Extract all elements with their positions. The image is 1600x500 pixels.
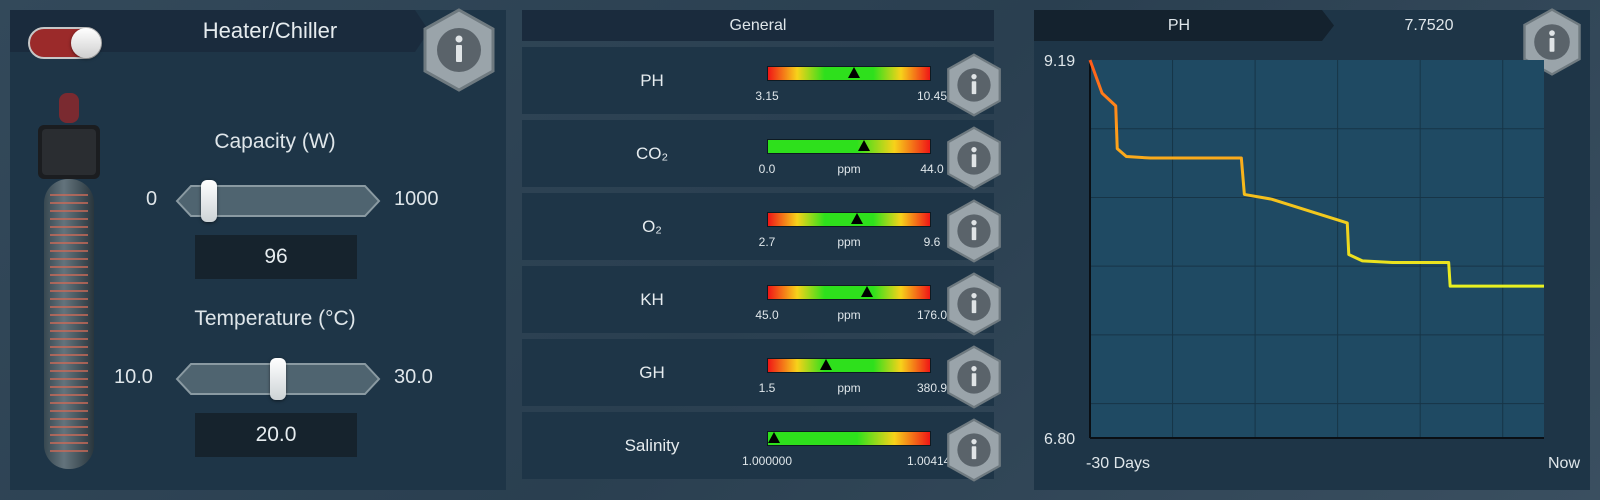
param-gauge-bar <box>767 358 931 373</box>
param-min: 2.7 <box>758 235 776 249</box>
param-gauge-bar <box>767 139 931 154</box>
toggle-knob[interactable] <box>71 28 101 58</box>
capacity-slider-thumb[interactable] <box>201 180 218 222</box>
heater-tube-image <box>38 93 100 469</box>
heater-chiller-panel: Heater/Chiller <box>10 8 506 490</box>
info-icon[interactable] <box>946 53 1002 117</box>
param-name: Salinity <box>624 436 680 455</box>
param-unit: ppm <box>837 381 861 395</box>
param-min: 1.5 <box>758 381 776 395</box>
heater-power-toggle[interactable] <box>28 27 102 59</box>
info-icon[interactable] <box>946 272 1002 336</box>
param-gauge-marker <box>861 286 874 297</box>
param-gauge-marker <box>857 140 870 151</box>
ph-chart-panel: PH 7.7520 9.19 6.80 -30 Days Now <box>1034 8 1590 490</box>
param-gauge-marker <box>851 213 864 224</box>
temperature-value-field[interactable]: 20.0 <box>195 413 357 457</box>
param-row: Salinity 1.000000 1.004148 <box>522 412 1001 482</box>
param-name: PH <box>640 71 664 90</box>
param-gauge-bar <box>767 212 931 227</box>
temperature-label: Temperature (°C) <box>194 307 356 330</box>
y-tick-label: 6.80 <box>1044 431 1075 448</box>
param-gauge-bar <box>767 285 931 300</box>
info-icon[interactable] <box>946 199 1002 263</box>
param-name: KH <box>640 290 664 309</box>
param-max: 10.45 <box>916 89 948 103</box>
param-max: 176.0 <box>916 308 948 322</box>
ph-tab[interactable] <box>1034 10 1334 41</box>
param-unit: ppm <box>837 308 861 322</box>
general-header: General <box>522 10 994 41</box>
param-row: O₂ 2.7 ppm 9.6 <box>522 193 1001 263</box>
ph-current-value: 7.7520 <box>1404 17 1454 34</box>
param-unit: ppm <box>837 162 861 176</box>
info-icon[interactable] <box>946 345 1002 409</box>
param-row: KH 45.0 ppm 176.0 <box>522 266 1001 336</box>
capacity-max: 1000 <box>394 188 439 210</box>
param-min: 45.0 <box>755 308 779 322</box>
temperature-min: 10.0 <box>114 366 153 388</box>
param-name: CO₂ <box>635 144 669 163</box>
param-gauge-marker <box>767 432 780 443</box>
param-gauge-marker <box>847 67 860 78</box>
ph-series-line <box>1088 59 1544 288</box>
param-row: GH 1.5 ppm 380.9 <box>522 339 1001 409</box>
heater-title: Heater/Chiller <box>202 18 338 43</box>
capacity-min: 0 <box>146 188 158 210</box>
param-row: PH 3.15 10.45 <box>522 47 1001 117</box>
x-tick-label: -30 Days <box>1086 455 1150 472</box>
param-max: 1.004148 <box>906 454 958 468</box>
ph-tab-label: PH <box>1167 17 1191 34</box>
param-unit: ppm <box>837 235 861 249</box>
param-gauge-marker <box>820 359 833 370</box>
param-min: 3.15 <box>755 89 779 103</box>
info-icon[interactable] <box>946 418 1002 482</box>
ph-line-chart: 9.19 6.80 -30 Days Now <box>1044 53 1580 472</box>
x-tick-label: Now <box>1548 455 1580 472</box>
capacity-label: Capacity (W) <box>214 130 336 153</box>
param-gauge-bar <box>767 431 931 446</box>
capacity-slider-track[interactable] <box>175 184 381 218</box>
y-tick-label: 9.19 <box>1044 53 1075 70</box>
info-icon[interactable] <box>946 126 1002 190</box>
param-min: 0.0 <box>758 162 776 176</box>
temperature-slider-thumb[interactable] <box>270 358 286 400</box>
param-max: 9.6 <box>923 235 941 249</box>
param-name: GH <box>639 363 665 382</box>
info-icon[interactable] <box>422 8 496 92</box>
param-max: 380.9 <box>916 381 948 395</box>
info-icon[interactable] <box>1522 8 1582 76</box>
title-bar-tip <box>415 10 429 52</box>
param-name: O₂ <box>642 217 662 236</box>
param-row: CO₂ 0.0 ppm 44.0 <box>522 120 1001 190</box>
capacity-value-field[interactable]: 96 <box>195 235 357 279</box>
plot-area <box>1090 60 1544 438</box>
temperature-max: 30.0 <box>394 366 433 388</box>
param-min: 1.000000 <box>741 454 793 468</box>
param-max: 44.0 <box>920 162 944 176</box>
